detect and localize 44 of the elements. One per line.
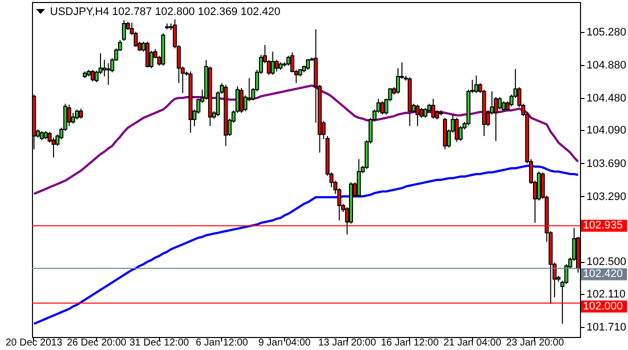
x-tick-label: 21 Jan 04:00 xyxy=(443,338,502,348)
y-tick-label: 104.480 xyxy=(586,92,626,104)
candlestick xyxy=(454,117,459,142)
candlestick xyxy=(40,130,44,141)
candlestick xyxy=(498,96,502,110)
x-tick-label: 6 Jan 12:00 xyxy=(196,338,248,348)
candlestick xyxy=(502,100,506,112)
candlestick xyxy=(75,109,80,120)
candlestick xyxy=(67,104,72,127)
candlestick xyxy=(145,41,150,68)
candlestick xyxy=(90,69,95,82)
candlestick xyxy=(380,100,384,115)
y-tick-label: 104.090 xyxy=(586,124,626,137)
y-tick-label: 104.880 xyxy=(586,59,626,72)
candlestick xyxy=(423,107,428,118)
candlestick xyxy=(431,98,436,120)
candlestick xyxy=(474,75,478,94)
y-tick-label: 103.290 xyxy=(586,190,626,203)
candlestick xyxy=(122,20,126,42)
candlestick xyxy=(270,51,275,76)
x-tick-label: 16 Jan 12:00 xyxy=(380,338,440,348)
x-tick-label: 26 Dec 20:00 xyxy=(66,338,127,348)
x-tick-label: 31 Dec 12:00 xyxy=(129,338,190,348)
y-tick-label: 102.500 xyxy=(586,256,626,268)
x-tick-label: 13 Jan 20:00 xyxy=(318,338,376,348)
x-tick-label: 23 Jan 20:00 xyxy=(506,338,564,348)
candlestick xyxy=(106,62,110,86)
candlestick xyxy=(416,104,420,127)
candlestick xyxy=(356,158,361,198)
candlestick xyxy=(306,58,310,70)
ref-line-label: 102.000 xyxy=(583,300,623,312)
y-tick-label: 103.690 xyxy=(586,158,626,170)
candlestick xyxy=(239,88,244,114)
candlestick xyxy=(78,108,83,120)
ref-line-label: 102.420 xyxy=(583,268,623,280)
y-tick-label: 102.110 xyxy=(586,288,626,300)
chart-title: USDJPY,H4 102.787 102.800 102.369 102.420 xyxy=(50,6,280,18)
y-tick-label: 105.280 xyxy=(586,26,626,38)
ref-line-label: 102.935 xyxy=(583,220,623,232)
x-tick-label: 9 Jan 04:00 xyxy=(258,338,312,348)
y-tick-label: 101.710 xyxy=(586,322,626,334)
candlestick xyxy=(274,59,279,72)
line-series xyxy=(32,84,580,195)
x-tick-label: 20 Dec 2013 xyxy=(6,338,63,348)
